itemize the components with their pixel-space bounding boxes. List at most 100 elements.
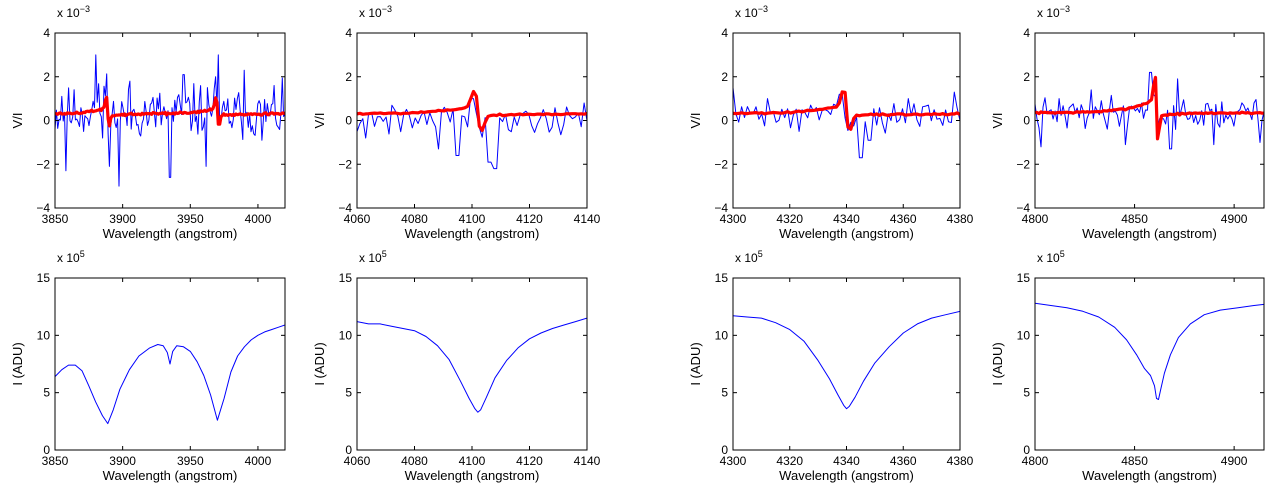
y-tick-label: 2: [345, 70, 352, 84]
series-line-1: [1035, 71, 1264, 150]
exponent-base: x 10: [1037, 6, 1060, 20]
y-tick-label: 0: [1023, 114, 1030, 128]
x-tick-label: 4380: [947, 454, 974, 468]
x-axis-label: Wavelength (angstrom): [779, 468, 914, 483]
x-axis-label: Wavelength (angstrom): [405, 468, 540, 483]
exponent-power: 5: [80, 249, 85, 259]
axis-exponent: x 10−3: [1037, 4, 1070, 20]
x-axis-label: Wavelength (angstrom): [405, 226, 540, 241]
axes-box: [1034, 277, 1265, 451]
x-tick-label: 4140: [574, 212, 601, 226]
series-line-2: [733, 90, 960, 131]
y-tick-label: 2: [43, 70, 50, 84]
y-tick-label: 10: [37, 328, 51, 342]
x-tick-label: 4100: [459, 454, 486, 468]
series-line-2: [1035, 75, 1264, 141]
y-tick-label: 10: [339, 328, 353, 342]
x-axis-label: Wavelength (angstrom): [103, 468, 238, 483]
y-tick-label: 5: [721, 386, 728, 400]
x-tick-label: 4360: [890, 454, 917, 468]
x-tick-label: 4300: [720, 212, 747, 226]
y-axis-label: I (ADU): [990, 342, 1005, 385]
y-axis-label: I (ADU): [688, 342, 703, 385]
x-axis-label: Wavelength (angstrom): [779, 226, 914, 241]
x-tick-label: 4360: [890, 212, 917, 226]
axis-exponent: x 105: [735, 249, 763, 265]
axis-exponent: x 105: [1037, 249, 1065, 265]
y-tick-label: −4: [36, 201, 50, 215]
x-tick-label: 4900: [1221, 212, 1248, 226]
series-line-2: [55, 95, 285, 128]
x-axis-label: Wavelength (angstrom): [103, 226, 238, 241]
y-tick-label: 0: [43, 443, 50, 457]
axis-exponent: x 10−3: [359, 4, 392, 20]
x-tick-label: 4080: [401, 212, 428, 226]
y-axis-label: V/I: [990, 113, 1005, 129]
x-tick-label: 4380: [947, 212, 974, 226]
y-tick-label: −4: [338, 201, 352, 215]
x-tick-label: 3950: [177, 454, 204, 468]
axis-exponent: x 10−3: [735, 4, 768, 20]
y-tick-label: 0: [345, 114, 352, 128]
series-line-2: [357, 89, 587, 132]
x-tick-label: 4120: [516, 454, 543, 468]
x-tick-label: 3950: [177, 212, 204, 226]
axes-box: [356, 277, 588, 451]
y-tick-label: 5: [43, 386, 50, 400]
y-tick-label: 0: [345, 443, 352, 457]
panel-1: 3850 3900 3950 4000 −4 −2 0 2 4 x 10−3 Wavelength …: [10, 4, 286, 241]
panel-5: 3850 3900 3950 4000 0 5 10 15 x 105 Wavelength (a…: [10, 249, 286, 483]
y-tick-label: −4: [714, 201, 728, 215]
x-tick-label: 4800: [1022, 454, 1049, 468]
x-tick-label: 4340: [833, 454, 860, 468]
y-tick-label: −4: [1016, 201, 1030, 215]
axes-box: [356, 32, 588, 209]
y-axis-label: V/I: [312, 113, 327, 129]
y-tick-label: 5: [345, 386, 352, 400]
exponent-power: −3: [758, 4, 768, 14]
axes-box: [54, 277, 286, 451]
x-tick-label: 4120: [516, 212, 543, 226]
exponent-power: 5: [1060, 249, 1065, 259]
y-tick-label: 10: [1017, 328, 1031, 342]
panel-4: 4800 4850 4900 −4 −2 0 2 4 x 10−3 Wavelength (ang…: [990, 4, 1265, 241]
series-line-1: [357, 317, 587, 413]
x-tick-label: 4320: [776, 212, 803, 226]
x-tick-label: 3850: [42, 212, 69, 226]
y-tick-label: 15: [37, 271, 51, 285]
axis-exponent: x 105: [359, 249, 387, 265]
y-tick-label: 15: [715, 271, 729, 285]
axes-box: [732, 277, 961, 451]
axis-exponent: x 105: [57, 249, 85, 265]
y-axis-label: V/I: [10, 113, 25, 129]
x-tick-label: 3850: [42, 454, 69, 468]
y-tick-label: 4: [1023, 26, 1030, 40]
y-tick-label: −2: [338, 157, 352, 171]
x-tick-label: 4900: [1221, 454, 1248, 468]
series-line-1: [1035, 302, 1264, 400]
y-axis-label: I (ADU): [312, 342, 327, 385]
y-tick-label: 5: [1023, 386, 1030, 400]
series-line-1: [55, 324, 285, 425]
x-tick-label: 4140: [574, 454, 601, 468]
x-tick-label: 4850: [1121, 212, 1148, 226]
x-axis-label: Wavelength (angstrom): [1082, 226, 1217, 241]
exponent-power: −3: [80, 4, 90, 14]
y-tick-label: −2: [36, 157, 50, 171]
axis-exponent: x 10−3: [57, 4, 90, 20]
x-tick-label: 4000: [245, 454, 272, 468]
y-tick-label: 4: [43, 26, 50, 40]
exponent-base: x 10: [57, 6, 80, 20]
x-tick-label: 4060: [344, 454, 371, 468]
x-tick-label: 4000: [245, 212, 272, 226]
x-tick-label: 4340: [833, 212, 860, 226]
y-tick-label: 0: [1023, 443, 1030, 457]
y-tick-label: 4: [721, 26, 728, 40]
y-tick-label: −2: [714, 157, 728, 171]
series-line-1: [55, 54, 285, 187]
x-tick-label: 3900: [109, 454, 136, 468]
x-tick-label: 4100: [459, 212, 486, 226]
